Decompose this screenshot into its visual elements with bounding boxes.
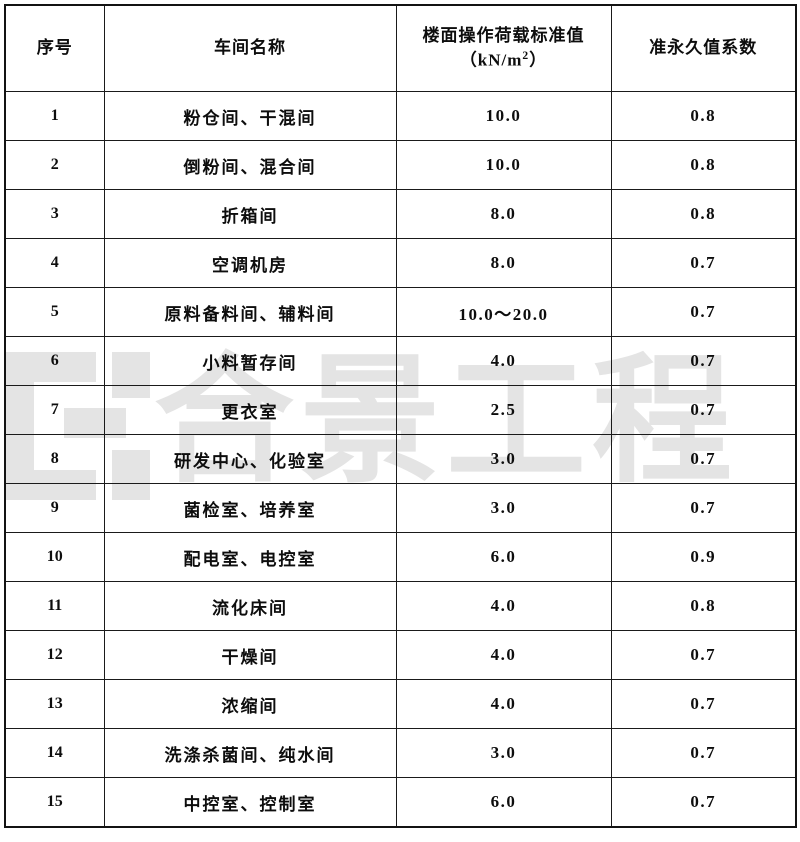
header-row: 序号 车间名称 楼面操作荷载标准值 （kN/m2） 准永久值系数 <box>4 4 797 92</box>
cell-coefficient: 0.8 <box>610 189 797 239</box>
table-row: 8 研发中心、化验室 3.0 0.7 <box>4 434 797 484</box>
table-row: 1 粉仓间、干混间 10.0 0.8 <box>4 91 797 141</box>
cell-coefficient: 0.7 <box>610 434 797 484</box>
header-load-unit: （kN/m2） <box>397 48 611 73</box>
cell-workshop: 倒粉间、混合间 <box>103 140 397 190</box>
cell-workshop: 更衣室 <box>103 385 397 435</box>
cell-index: 15 <box>4 777 105 828</box>
cell-index: 1 <box>4 91 105 141</box>
cell-index: 3 <box>4 189 105 239</box>
cell-index: 7 <box>4 385 105 435</box>
table-row: 3 折箱间 8.0 0.8 <box>4 189 797 239</box>
cell-load: 3.0 <box>395 483 612 533</box>
cell-index: 5 <box>4 287 105 337</box>
header-index: 序号 <box>4 4 105 92</box>
header-coefficient: 准永久值系数 <box>610 4 797 92</box>
cell-load: 4.0 <box>395 679 612 729</box>
table-row: 6 小料暂存间 4.0 0.7 <box>4 336 797 386</box>
cell-workshop: 粉仓间、干混间 <box>103 91 397 141</box>
cell-coefficient: 0.7 <box>610 679 797 729</box>
cell-load: 8.0 <box>395 189 612 239</box>
cell-workshop: 小料暂存间 <box>103 336 397 386</box>
cell-index: 9 <box>4 483 105 533</box>
header-load-unit-prefix: （kN/m <box>459 50 523 70</box>
cell-coefficient: 0.9 <box>610 532 797 582</box>
cell-index: 12 <box>4 630 105 680</box>
cell-coefficient: 0.8 <box>610 91 797 141</box>
table-row: 9 菌检室、培养室 3.0 0.7 <box>4 483 797 533</box>
table-row: 14 洗涤杀菌间、纯水间 3.0 0.7 <box>4 728 797 778</box>
cell-load: 2.5 <box>395 385 612 435</box>
table-container: 序号 车间名称 楼面操作荷载标准值 （kN/m2） 准永久值系数 1 粉仓间、干混… <box>4 4 797 828</box>
table-row: 15 中控室、控制室 6.0 0.7 <box>4 777 797 828</box>
table-row: 10 配电室、电控室 6.0 0.9 <box>4 532 797 582</box>
table-row: 12 干燥间 4.0 0.7 <box>4 630 797 680</box>
cell-index: 10 <box>4 532 105 582</box>
cell-workshop: 原料备料间、辅料间 <box>103 287 397 337</box>
cell-load: 3.0 <box>395 434 612 484</box>
cell-workshop: 流化床间 <box>103 581 397 631</box>
cell-load: 10.0 <box>395 91 612 141</box>
cell-load: 6.0 <box>395 777 612 828</box>
cell-coefficient: 0.7 <box>610 238 797 288</box>
header-load: 楼面操作荷载标准值 （kN/m2） <box>395 4 612 92</box>
header-workshop: 车间名称 <box>103 4 397 92</box>
cell-coefficient: 0.8 <box>610 581 797 631</box>
cell-workshop: 配电室、电控室 <box>103 532 397 582</box>
cell-load: 4.0 <box>395 630 612 680</box>
cell-index: 13 <box>4 679 105 729</box>
cell-index: 11 <box>4 581 105 631</box>
cell-index: 2 <box>4 140 105 190</box>
cell-load: 8.0 <box>395 238 612 288</box>
table-row: 7 更衣室 2.5 0.7 <box>4 385 797 435</box>
header-load-unit-exponent: 2 <box>522 49 530 63</box>
cell-coefficient: 0.7 <box>610 385 797 435</box>
cell-coefficient: 0.7 <box>610 336 797 386</box>
cell-workshop: 空调机房 <box>103 238 397 288</box>
cell-workshop: 浓缩间 <box>103 679 397 729</box>
cell-workshop: 洗涤杀菌间、纯水间 <box>103 728 397 778</box>
cell-coefficient: 0.8 <box>610 140 797 190</box>
header-load-unit-suffix: ） <box>529 50 548 70</box>
cell-load: 4.0 <box>395 336 612 386</box>
cell-index: 14 <box>4 728 105 778</box>
workshop-floor-load-table: 序号 车间名称 楼面操作荷载标准值 （kN/m2） 准永久值系数 1 粉仓间、干混… <box>4 4 797 828</box>
cell-workshop: 研发中心、化验室 <box>103 434 397 484</box>
cell-load: 4.0 <box>395 581 612 631</box>
cell-load: 3.0 <box>395 728 612 778</box>
cell-coefficient: 0.7 <box>610 630 797 680</box>
cell-workshop: 折箱间 <box>103 189 397 239</box>
cell-coefficient: 0.7 <box>610 777 797 828</box>
cell-index: 8 <box>4 434 105 484</box>
cell-coefficient: 0.7 <box>610 287 797 337</box>
cell-workshop: 菌检室、培养室 <box>103 483 397 533</box>
cell-load: 10.0 <box>395 140 612 190</box>
table-row: 5 原料备料间、辅料间 10.0～20.0 0.7 <box>4 287 797 337</box>
table-row: 13 浓缩间 4.0 0.7 <box>4 679 797 729</box>
cell-coefficient: 0.7 <box>610 728 797 778</box>
table-row: 11 流化床间 4.0 0.8 <box>4 581 797 631</box>
cell-workshop: 中控室、控制室 <box>103 777 397 828</box>
cell-load: 10.0～20.0 <box>395 287 612 337</box>
header-load-line1: 楼面操作荷载标准值 <box>422 25 585 45</box>
cell-load: 6.0 <box>395 532 612 582</box>
cell-coefficient: 0.7 <box>610 483 797 533</box>
table-row: 2 倒粉间、混合间 10.0 0.8 <box>4 140 797 190</box>
cell-workshop: 干燥间 <box>103 630 397 680</box>
cell-index: 4 <box>4 238 105 288</box>
table-row: 4 空调机房 8.0 0.7 <box>4 238 797 288</box>
cell-index: 6 <box>4 336 105 386</box>
table-header: 序号 车间名称 楼面操作荷载标准值 （kN/m2） 准永久值系数 <box>4 4 797 92</box>
table-body: 1 粉仓间、干混间 10.0 0.8 2 倒粉间、混合间 10.0 0.8 3 折箱间 8.0 0.8… <box>4 91 797 828</box>
